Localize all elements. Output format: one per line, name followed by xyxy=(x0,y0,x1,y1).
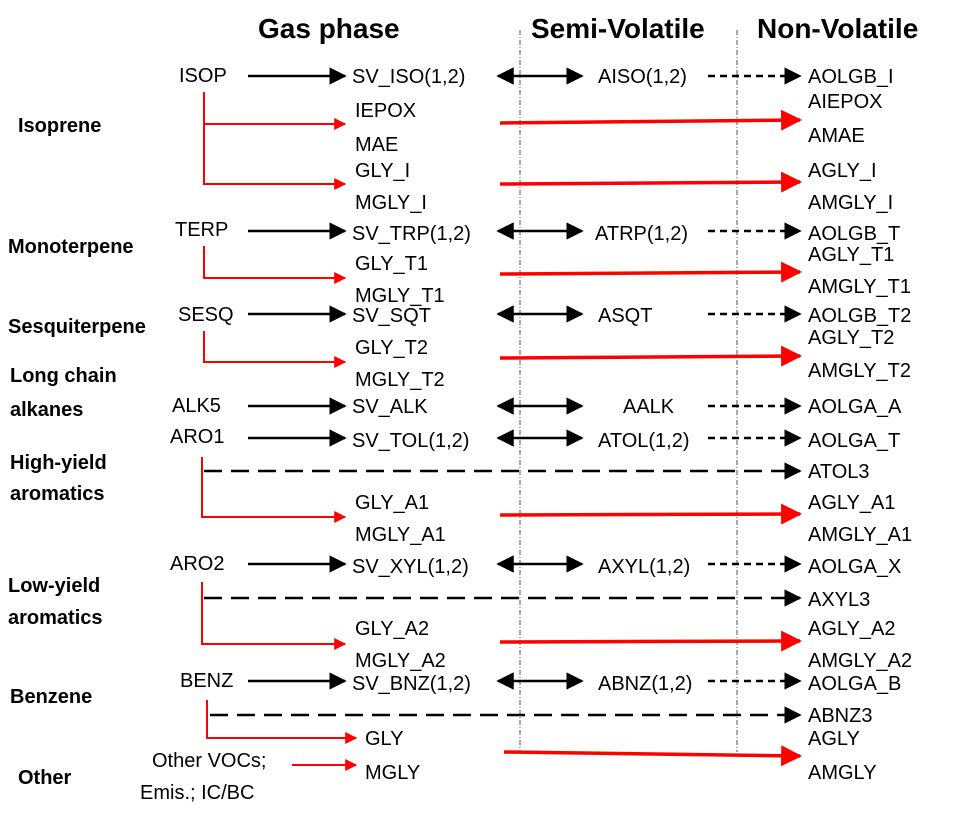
nonvol-amgly-t1: AMGLY_T1 xyxy=(808,276,911,298)
arrow-gly-i-to-agly-i xyxy=(499,171,803,193)
semi-abnz: ABNZ(1,2) xyxy=(598,673,692,695)
nonvol-aolgb-t2: AOLGB_T2 xyxy=(808,305,911,327)
precursor-isop: ISOP xyxy=(179,65,227,87)
semi-atrp: ATRP(1,2) xyxy=(595,223,688,245)
gas-sv-bnz: SV_BNZ(1,2) xyxy=(352,673,471,695)
precursor-other-line2: Emis.; IC/BC xyxy=(140,782,254,804)
gas-mgly: MGLY xyxy=(365,762,420,784)
arrow-terp-branch-gly-t1 xyxy=(203,246,347,284)
semi-aalk: AALK xyxy=(623,396,675,418)
nonvol-agly-t2: AGLY_T2 xyxy=(808,327,894,349)
gas-mae: MAE xyxy=(355,134,398,156)
nonvol-agly-t1: AGLY_T1 xyxy=(808,244,894,266)
category-long-chain-line1: Long chain xyxy=(10,365,117,387)
nonvol-agly-i: AGLY_I xyxy=(808,160,877,182)
gas-gly-i: GLY_I xyxy=(355,160,410,182)
arrow-gly-a1-to-agly-a1 xyxy=(499,503,803,525)
nonvol-atol3: ATOL3 xyxy=(808,461,870,483)
category-other: Other xyxy=(18,767,72,789)
nonvol-amgly-a2: AMGLY_A2 xyxy=(808,650,912,672)
precursor-terp: TERP xyxy=(175,219,228,241)
precursor-aro2: ARO2 xyxy=(170,553,224,575)
nonvol-aolgb-i: AOLGB_I xyxy=(808,66,894,88)
nonvol-agly-a1: AGLY_A1 xyxy=(808,492,895,514)
nonvol-amgly: AMGLY xyxy=(808,762,877,784)
nonvol-agly: AGLY xyxy=(808,728,860,750)
nonvol-abnz3: ABNZ3 xyxy=(808,705,872,727)
arrow-sesq-branch-gly-t2 xyxy=(203,331,347,368)
gas-gly: GLY xyxy=(365,728,404,750)
precursor-benz: BENZ xyxy=(180,670,233,692)
category-long-chain-line2: alkanes xyxy=(10,399,83,421)
nonvol-aolga-b: AOLGA_B xyxy=(808,673,901,695)
nonvol-aolga-x: AOLGA_X xyxy=(808,556,901,578)
semi-aiso: AISO(1,2) xyxy=(598,66,687,88)
arrow-gly-a2-to-agly-a2 xyxy=(499,630,803,652)
gas-sv-trp: SV_TRP(1,2) xyxy=(352,223,471,245)
semi-axyl: AXYL(1,2) xyxy=(598,556,690,578)
nonvol-aolga-t: AOLGA_T xyxy=(808,430,900,452)
gas-mgly-t1: MGLY_T1 xyxy=(355,285,445,307)
nonvol-aolga-a: AOLGA_A xyxy=(808,396,902,418)
category-sesquiterpene: Sesquiterpene xyxy=(8,316,146,338)
nonvol-amgly-i: AMGLY_I xyxy=(808,192,893,214)
gas-gly-a2: GLY_A2 xyxy=(355,618,429,640)
gas-gly-t2: GLY_T2 xyxy=(355,337,428,359)
gas-mgly-t2: MGLY_T2 xyxy=(355,369,445,391)
precursor-other-line1: Other VOCs; xyxy=(152,750,266,772)
header-semi-volatile: Semi-Volatile xyxy=(531,13,705,44)
gas-sv-iso: SV_ISO(1,2) xyxy=(352,66,465,88)
arrow-gly-t1-to-agly-t1 xyxy=(499,261,803,283)
nonvol-axyl3: AXYL3 xyxy=(808,589,870,611)
nonvol-agly-a2: AGLY_A2 xyxy=(808,618,895,640)
nonvol-aolgb-t: AOLGB_T xyxy=(808,223,900,245)
gas-iepox: IEPOX xyxy=(355,100,416,122)
nonvol-amae: AMAE xyxy=(808,125,865,147)
gas-sv-sqt: SV_SQT xyxy=(352,305,431,327)
category-low-yield-line1: Low-yield xyxy=(8,575,100,597)
category-isoprene: Isoprene xyxy=(18,115,101,137)
arrow-iepox-to-aiepox xyxy=(499,109,803,131)
arrow-aro1-branch-gly-a1 xyxy=(201,457,347,523)
category-benzene: Benzene xyxy=(10,686,92,708)
nonvol-amgly-t2: AMGLY_T2 xyxy=(808,360,911,382)
precursor-alk5: ALK5 xyxy=(172,395,221,417)
header-non-volatile: Non-Volatile xyxy=(757,13,918,44)
gas-gly-a1: GLY_A1 xyxy=(355,492,429,514)
arrow-gly-to-agly xyxy=(503,745,803,767)
nonvol-amgly-a1: AMGLY_A1 xyxy=(808,524,912,546)
category-low-yield-line2: aromatics xyxy=(8,607,103,629)
arrow-benz-branch-gly xyxy=(206,700,358,744)
gas-mgly-a2: MGLY_A2 xyxy=(355,650,446,672)
gas-mgly-i: MGLY_I xyxy=(355,192,427,214)
arrow-aro2-branch-gly-a2 xyxy=(201,582,347,650)
category-high-yield-line2: aromatics xyxy=(10,483,105,505)
arrow-isop-branch-iepox xyxy=(203,92,347,130)
precursor-sesq: SESQ xyxy=(178,304,234,326)
gas-sv-xyl: SV_XYL(1,2) xyxy=(352,556,469,578)
header-gas-phase: Gas phase xyxy=(258,13,400,44)
category-monoterpene: Monoterpene xyxy=(8,236,134,258)
category-high-yield-line1: High-yield xyxy=(10,452,107,474)
gas-mgly-a1: MGLY_A1 xyxy=(355,524,446,546)
arrow-isop-branch-gly-i xyxy=(203,124,347,190)
gas-gly-t1: GLY_T1 xyxy=(355,253,428,275)
precursor-aro1: ARO1 xyxy=(170,426,224,448)
gas-sv-alk: SV_ALK xyxy=(352,396,428,418)
gas-sv-tol: SV_TOL(1,2) xyxy=(352,430,469,452)
semi-asqt: ASQT xyxy=(598,305,652,327)
arrow-gly-t2-to-agly-t2 xyxy=(499,345,803,367)
nonvol-aiepox: AIEPOX xyxy=(808,91,882,113)
semi-atol: ATOL(1,2) xyxy=(598,430,690,452)
